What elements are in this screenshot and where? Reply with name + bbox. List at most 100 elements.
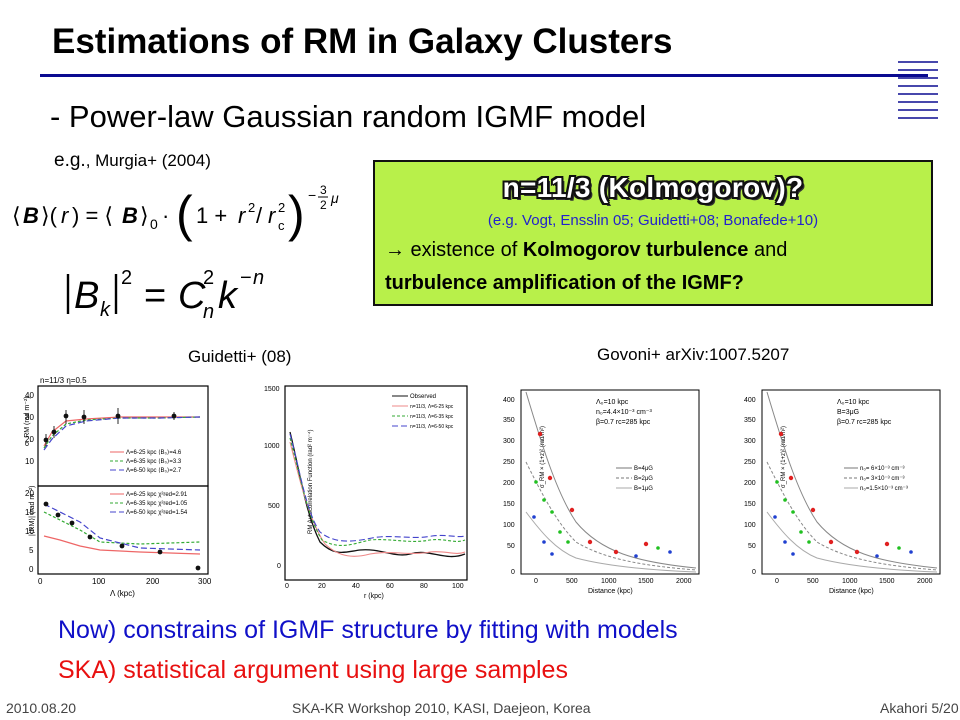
sigma-ytick: 10 [25,457,34,466]
svg-text:k: k [100,299,111,321]
svg-text:2: 2 [203,267,214,289]
svg-text:C: C [178,275,206,317]
govoni1-ytick: 250 [503,459,515,466]
svg-text:2: 2 [121,267,132,289]
sigma-legend-entry: Λ=6-35 kpc ⟨B₀⟩=3.3 [126,458,182,465]
acf-xtick: 0 [285,583,289,590]
slide-subtitle: - Power-law Gaussian random IGMF model [50,99,647,134]
title-rule [40,74,928,77]
mean-rm-panel: |⟨RM⟩| (rad m⁻²) 20 15 10 5 0 0 100 200 … [25,485,212,598]
mean-rm-ylabel: |⟨RM⟩| (rad m⁻²) [28,485,36,536]
govoni2-xtick: 1000 [842,578,858,585]
govoni2-xtick: 500 [807,578,819,585]
reference-note: e.g., Murgia+ (2004) [54,150,211,172]
svg-text:3: 3 [320,183,327,197]
svg-text:⟨: ⟨ [12,203,21,228]
sigma-rm-panel: n=11/3 η=0.5 σ_RM (rad m⁻²) 40 30 20 10 … [24,376,209,487]
svg-text:·: · [162,203,169,228]
svg-text:⟩(: ⟩( [41,203,58,228]
govoni1-ylabel: σ_RM × (1+z)² (rad/m²) [540,426,546,488]
govoni1-ytick: 200 [503,480,515,487]
govoni2-ytick: 250 [744,459,756,466]
acf-ylabel: RM Autocorrelation Function (rad² m⁻⁴) [307,430,314,534]
govoni2-ylabel: σ_RM × (1+z)² (rad/m²) [781,426,787,488]
govoni1-ytick: 150 [503,501,515,508]
svg-text:n: n [203,301,214,322]
govoni1-param: Λ₀=10 kpc [596,399,629,406]
acf-legend-entry: n=11/3, Λ=6-25 kpc [410,404,454,410]
now-statement: Now) constrains of IGMF structure by fit… [58,616,678,644]
mean-rm-ytick: 15 [25,508,34,517]
slide-title: Estimations of RM in Galaxy Clusters [52,22,673,61]
svg-text:r: r [61,203,70,228]
acf-xtick: 100 [452,583,464,590]
govoni-figure: σ_RM × (1+z)² (rad/m²) 400 350 300 250 2… [503,389,941,595]
hypothesis-references: (e.g. Vogt, Ensslin 05; Guidetti+08; Bon… [487,212,819,229]
sigma-legend-entry: Λ=6-25 kpc ⟨B₀⟩=4.6 [126,449,182,456]
equation-spectrum: B k 2 = C 2 n k − n [66,267,264,322]
govoni1-xtick: 1000 [601,578,617,585]
govoni2-ytick: 300 [744,438,756,445]
hypothesis-line-2: turbulence amplification of the IGMF? [385,272,744,294]
svg-text:): ) [288,186,305,242]
line1-prefix: → existence of [385,239,523,261]
govoni2-legend-entry: n₀= 6×10⁻³ cm⁻³ [860,466,905,472]
mean-rm-xtick: 200 [146,577,160,586]
acf-xtick: 80 [420,583,428,590]
govoni1-xtick: 2000 [676,578,692,585]
sigma-ylabel: σ_RM (rad m⁻²) [24,396,31,446]
govoni1-legend-entry: B=2μG [634,476,653,482]
mean-rm-xtick: 100 [92,577,106,586]
mean-rm-ytick: 10 [25,527,34,536]
govoni2-ytick: 100 [744,522,756,529]
govoni2-param: Λ₀=10 kpc [837,399,870,406]
govoni1-ytick: 350 [503,417,515,424]
govoni1-ytick: 100 [503,522,515,529]
govoni2-ytick: 150 [744,501,756,508]
sigma-ytick: 20 [25,435,34,444]
acf-xtick: 40 [352,583,360,590]
govoni1-ytick: 300 [503,438,515,445]
mean-rm-legend-entry: Λ=6-25 kpc χ²red=2.91 [126,492,188,498]
govoni1-legend-entry: B=1μG [634,486,653,492]
svg-text:c: c [278,218,285,233]
govoni-panel-magnetic-field: σ_RM × (1+z)² (rad/m²) 400 350 300 250 2… [503,389,700,595]
govoni2-ytick: 0 [752,569,756,576]
svg-text:−: − [308,187,316,203]
svg-text:1 +: 1 + [196,203,227,228]
acf-legend-entry: Observed [410,394,436,400]
footer-event: SKA-KR Workshop 2010, KASI, Daejeon, Kor… [292,700,591,716]
hypothesis-box: n=11/3 (Kolmogorov)? (e.g. Vogt, Ensslin… [373,160,933,306]
govoni1-ytick: 400 [503,397,515,404]
line1-suffix: and [748,239,788,261]
svg-text:r: r [268,203,277,228]
acf-ytick: 1000 [264,443,280,450]
govoni1-legend-entry: B=4μG [634,466,653,472]
sigma-panel-header: n=11/3 η=0.5 [40,376,87,385]
govoni1-param: β=0.7 rc=285 kpc [596,419,651,426]
svg-text:) = ⟨: ) = ⟨ [72,203,113,228]
sigma-ytick: 40 [25,391,34,400]
govoni2-ytick: 400 [744,397,756,404]
govoni2-legend-entry: n₀= 3×10⁻³ cm⁻³ [860,476,905,482]
govoni2-ytick: 50 [748,543,756,550]
svg-text:B: B [74,275,99,317]
ska-statement: SKA) statistical argument using large sa… [58,656,568,684]
govoni1-ytick: 50 [507,543,515,550]
eg-prefix: e.g. [54,150,86,171]
svg-text:B: B [23,203,39,228]
govoni1-param: n₀=4.4×10⁻³ cm⁻³ [596,409,652,416]
svg-text:B: B [122,203,138,228]
mean-rm-ytick: 5 [29,546,34,555]
mean-rm-xtick: 300 [198,577,212,586]
mean-rm-xlabel: Λ (kpc) [110,589,135,598]
equation-profile: ⟨ B ⟩( r ) = ⟨ B ⟩ 0 · ( 1 + r 2 / r 2 c… [12,183,339,242]
govoni1-xtick: 0 [534,578,538,585]
acf-legend-entry: n=11/3, Λ=6-50 kpc [410,424,454,430]
acf-xtick: 20 [318,583,326,590]
svg-text:2: 2 [320,198,327,212]
acf-xtick: 60 [386,583,394,590]
acf-legend-entry: n=11/3, Λ=6-35 kpc [410,414,454,420]
govoni1-xlabel: Distance (kpc) [588,588,633,595]
rm-acf-panel: RM Autocorrelation Function (rad² m⁻⁴) 1… [264,385,468,600]
